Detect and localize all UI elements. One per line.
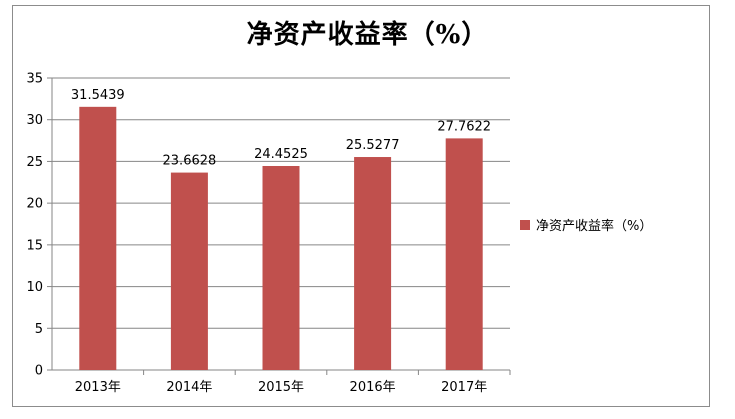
bar bbox=[79, 106, 117, 371]
x-tick-label: 2014年 bbox=[166, 380, 212, 395]
legend: 净资产收益率（%） bbox=[520, 215, 652, 234]
data-label: 25.5277 bbox=[346, 138, 400, 153]
data-label: 31.5439 bbox=[71, 88, 125, 103]
legend-swatch bbox=[520, 219, 530, 230]
x-tick-label: 2015年 bbox=[258, 380, 304, 395]
data-label: 27.7622 bbox=[437, 119, 491, 134]
y-tick-label: 10 bbox=[26, 280, 43, 295]
y-tick-label: 25 bbox=[26, 155, 43, 170]
x-tick-label: 2016年 bbox=[350, 380, 396, 395]
legend-label: 净资产收益率（%） bbox=[536, 219, 653, 234]
chart-title: 净资产收益率（%） bbox=[246, 20, 489, 50]
x-tick-label: 2013年 bbox=[75, 380, 121, 395]
y-tick-label: 15 bbox=[26, 238, 43, 253]
y-tick-label: 35 bbox=[26, 72, 43, 87]
data-label: 23.6628 bbox=[163, 154, 217, 169]
bar bbox=[354, 157, 392, 370]
y-tick-label: 5 bbox=[35, 322, 43, 337]
data-label: 24.4525 bbox=[254, 147, 308, 162]
bar bbox=[170, 172, 208, 370]
y-tick-label: 30 bbox=[26, 113, 43, 128]
y-tick-label: 20 bbox=[26, 197, 43, 212]
bar bbox=[262, 165, 300, 370]
bar bbox=[445, 138, 483, 370]
x-tick-label: 2017年 bbox=[441, 380, 487, 395]
y-tick-label: 0 bbox=[35, 364, 43, 379]
